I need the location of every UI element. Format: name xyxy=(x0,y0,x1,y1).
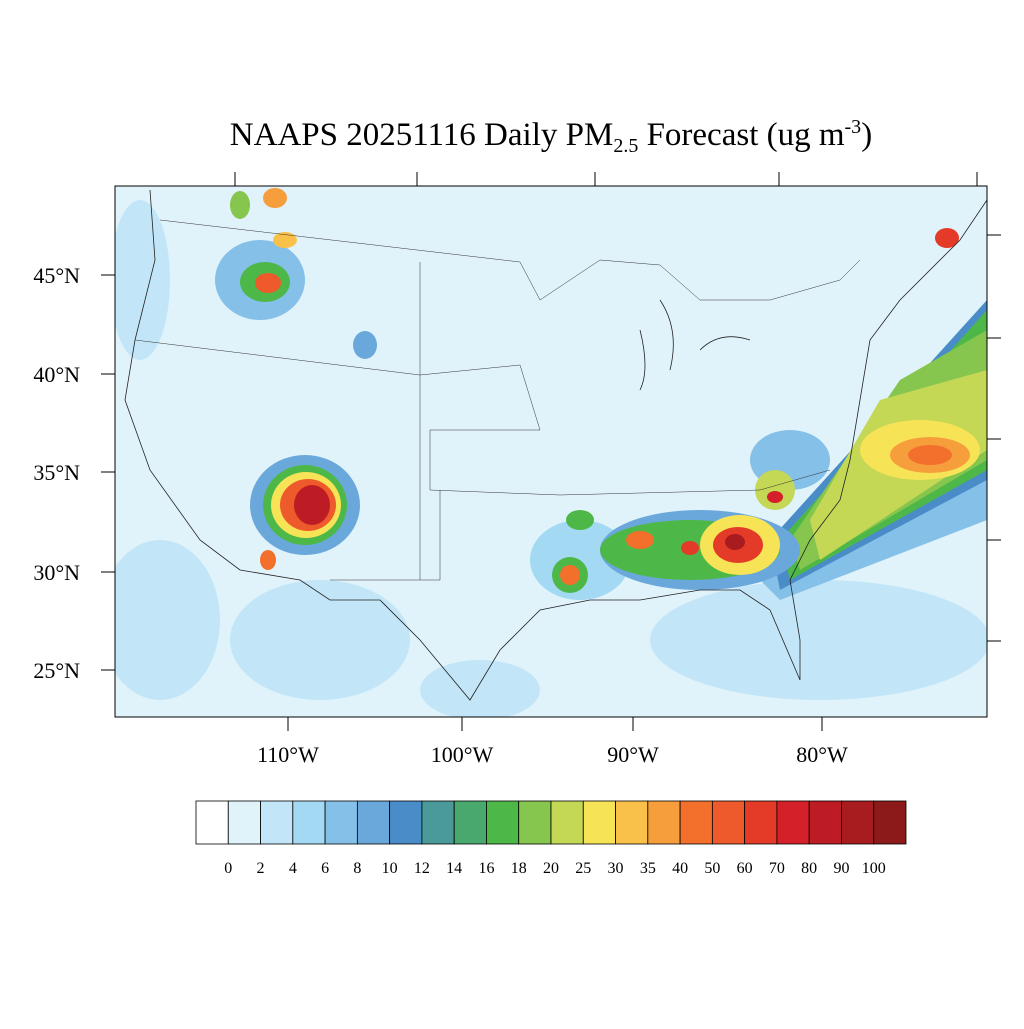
colorbar-label: 8 xyxy=(353,860,361,877)
longitude-label: 110°W xyxy=(257,742,319,767)
colorbar-swatch xyxy=(841,800,875,845)
map-frame xyxy=(114,185,988,718)
colorbar-label: 16 xyxy=(478,860,494,877)
latitude-label: 30°N xyxy=(33,560,80,585)
colorbar-swatch xyxy=(356,800,391,845)
colorbar-swatch xyxy=(615,800,649,845)
colorbar-label: 80 xyxy=(801,860,817,877)
colorbar-swatch xyxy=(744,800,778,845)
title-text: Forecast (ug m xyxy=(638,117,845,153)
latitude-label: 25°N xyxy=(33,658,80,683)
title-subscript: 2.5 xyxy=(613,135,638,157)
colorbar-label: 60 xyxy=(737,860,753,877)
colorbar-swatch xyxy=(582,800,616,845)
latitude-label: 45°N xyxy=(33,263,80,288)
colorbar-swatch xyxy=(453,800,487,845)
colorbar-swatch xyxy=(389,800,423,845)
colorbar-label: 30 xyxy=(608,860,624,877)
colorbar-label: 100 xyxy=(862,860,886,877)
longitude-label: 80°W xyxy=(796,742,848,767)
longitude-label: 100°W xyxy=(431,742,494,767)
colorbar-swatch xyxy=(260,800,294,845)
colorbar-swatch xyxy=(195,800,229,845)
colorbar-swatch xyxy=(679,800,713,845)
axis-ticks xyxy=(101,172,1001,731)
colorbar-swatch xyxy=(808,800,842,845)
colorbar-label: 50 xyxy=(704,860,720,877)
colorbar-label: 90 xyxy=(833,860,849,877)
colorbar-label: 4 xyxy=(289,860,297,877)
colorbar-label: 25 xyxy=(575,860,591,877)
colorbar-swatch xyxy=(647,800,681,845)
map-field xyxy=(115,186,987,717)
colorbar-swatch xyxy=(550,800,584,845)
colorbar: 0 2 4 6 8 10 12 14 16 18 20 25 30 35 40 50 60 70 80 90 100 xyxy=(195,800,907,877)
colorbar-label: 18 xyxy=(511,860,527,877)
colorbar-swatch xyxy=(711,800,746,845)
colorbar-swatch xyxy=(486,800,520,845)
colorbar-label: 40 xyxy=(672,860,688,877)
colorbar-label: 20 xyxy=(543,860,559,877)
colorbar-swatch xyxy=(421,800,455,845)
colorbar-label: 10 xyxy=(382,860,398,877)
title: NAAPS 20251116 Daily PM2.5 Forecast (ug … xyxy=(230,116,872,157)
title-superscript: -3 xyxy=(845,116,862,138)
latitude-label: 40°N xyxy=(33,362,80,387)
colorbar-swatch xyxy=(518,800,552,845)
colorbar-label: 14 xyxy=(446,860,462,877)
colorbar-swatch xyxy=(292,800,326,845)
colorbar-label: 70 xyxy=(769,860,785,877)
colorbar-label: 6 xyxy=(321,860,329,877)
colorbar-swatch xyxy=(324,800,358,845)
latitude-label: 35°N xyxy=(33,460,80,485)
colorbar-label: 0 xyxy=(224,860,232,877)
longitude-label: 90°W xyxy=(607,742,659,767)
title-text: ) xyxy=(861,117,872,153)
colorbar-label: 2 xyxy=(257,860,265,877)
colorbar-swatch xyxy=(776,800,810,845)
colorbar-label: 12 xyxy=(414,860,430,877)
title-text: NAAPS 20251116 Daily PM xyxy=(230,117,614,153)
colorbar-swatch xyxy=(873,800,907,845)
colorbar-swatch xyxy=(227,800,261,845)
colorbar-label: 35 xyxy=(640,860,656,877)
